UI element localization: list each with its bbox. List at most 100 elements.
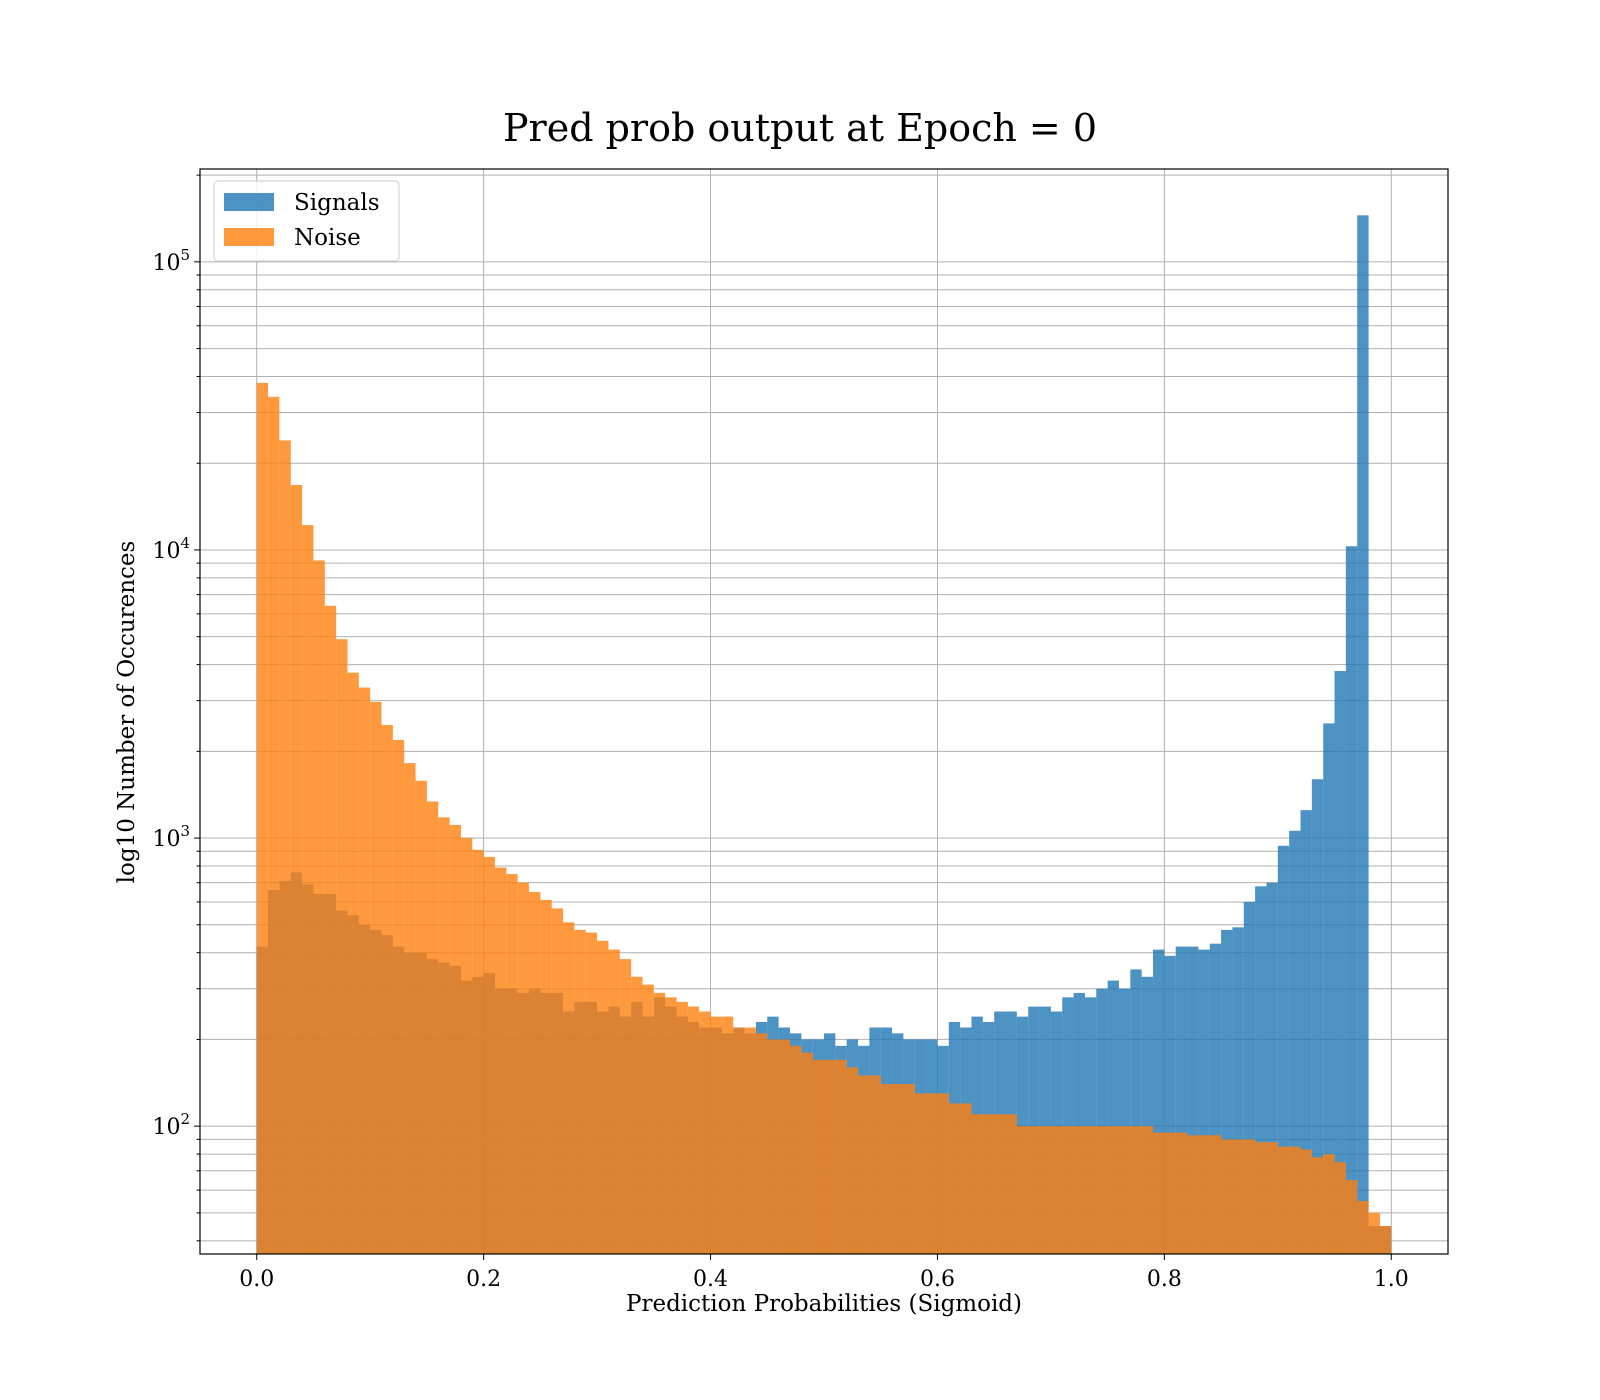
bar-noise <box>1073 1126 1085 1254</box>
bar-noise <box>506 874 518 1254</box>
bar-signals <box>1153 949 1165 1254</box>
y-tick-label: 103 <box>152 822 190 852</box>
bar-signals <box>1141 976 1154 1254</box>
bar-noise <box>960 1103 972 1254</box>
bar-noise <box>563 922 575 1254</box>
bar-noise <box>438 817 450 1254</box>
bar-noise <box>744 1027 756 1254</box>
bar-noise <box>767 1039 779 1254</box>
bar-noise <box>483 856 495 1254</box>
bars-layer <box>256 215 1392 1255</box>
bar-noise <box>903 1084 915 1254</box>
bar-noise <box>926 1093 938 1254</box>
bar-signals <box>1334 671 1346 1254</box>
bar-noise <box>1005 1114 1017 1254</box>
bar-noise <box>574 929 586 1254</box>
bar-noise <box>619 959 632 1254</box>
bar-noise <box>1289 1146 1301 1254</box>
bar-noise <box>1221 1139 1233 1254</box>
bar-noise <box>1209 1135 1222 1254</box>
bar-signals <box>1300 810 1312 1254</box>
bar-noise <box>324 605 337 1254</box>
legend-swatch-signals <box>224 193 274 211</box>
bar-signals <box>1255 886 1267 1254</box>
bar-signals <box>1096 988 1108 1254</box>
bar-noise <box>1084 1126 1097 1254</box>
bar-noise <box>801 1052 813 1254</box>
bar-signals <box>1187 946 1199 1254</box>
bar-noise <box>1243 1139 1256 1254</box>
bar-signals <box>1289 830 1301 1254</box>
bar-noise <box>880 1084 893 1254</box>
bar-noise <box>733 1027 745 1254</box>
y-tick-exponent: 4 <box>180 534 190 552</box>
chart-title: Pred prob output at Epoch = 0 <box>503 106 1097 150</box>
bar-noise <box>313 560 325 1254</box>
bar-noise <box>914 1093 927 1254</box>
x-tick-label: 1.0 <box>1374 1267 1409 1292</box>
bar-signals <box>1175 946 1188 1254</box>
bar-noise <box>631 976 643 1254</box>
legend-label-signals: Signals <box>294 190 380 216</box>
bar-noise <box>1345 1180 1358 1254</box>
bar-noise <box>846 1067 859 1254</box>
bar-noise <box>676 1001 688 1254</box>
bar-noise <box>1277 1146 1290 1254</box>
x-tick-label: 0.2 <box>466 1267 501 1292</box>
bar-signals <box>1232 927 1244 1254</box>
bar-noise <box>642 984 654 1254</box>
bar-noise <box>1130 1126 1142 1254</box>
bar-noise <box>1311 1157 1324 1254</box>
bar-noise <box>1118 1126 1131 1254</box>
bar-signals <box>1164 955 1176 1254</box>
bar-noise <box>937 1093 949 1254</box>
y-tick-label: 102 <box>152 1110 190 1140</box>
plot-frame <box>199 168 1449 1255</box>
y-tick-exponent: 2 <box>180 1110 190 1128</box>
legend-label-noise: Noise <box>294 225 361 251</box>
bar-noise <box>1266 1142 1278 1254</box>
bar-noise <box>1187 1135 1199 1254</box>
bar-noise <box>551 908 564 1254</box>
legend: Signals Noise <box>213 180 400 262</box>
y-tick-label: 105 <box>152 246 190 276</box>
bar-noise <box>1175 1132 1188 1254</box>
bar-signals <box>1266 882 1278 1254</box>
bar-noise <box>404 763 416 1254</box>
legend-swatch-noise <box>224 228 274 246</box>
y-tick-exponent: 5 <box>180 246 190 264</box>
bar-noise <box>755 1033 768 1254</box>
bar-noise <box>1334 1162 1346 1254</box>
bar-noise <box>1107 1126 1119 1254</box>
bar-noise <box>812 1059 824 1254</box>
series-noise-bars <box>256 382 1392 1255</box>
bar-noise <box>268 396 280 1254</box>
bar-noise <box>835 1059 847 1254</box>
bar-noise <box>1096 1126 1108 1254</box>
y-tick-base: 10 <box>152 251 180 276</box>
bar-signals <box>1243 901 1256 1254</box>
bar-noise <box>279 440 291 1255</box>
bar-noise <box>494 867 507 1254</box>
bar-noise <box>426 801 439 1254</box>
bar-noise <box>1062 1126 1074 1254</box>
bar-noise <box>1141 1126 1154 1254</box>
bar-noise <box>699 1011 711 1254</box>
bar-noise <box>971 1114 983 1254</box>
y-tick-base: 10 <box>152 827 180 852</box>
bar-noise <box>789 1045 802 1254</box>
bar-noise <box>1153 1132 1165 1254</box>
y-tick-base: 10 <box>152 539 180 564</box>
bar-noise <box>1368 1212 1380 1254</box>
bar-noise <box>1379 1226 1392 1254</box>
bar-noise <box>982 1114 995 1254</box>
bar-noise <box>721 1016 734 1254</box>
y-axis-label: log10 Number of Occurences <box>114 541 140 884</box>
bar-noise <box>347 672 359 1254</box>
bar-signals <box>1209 943 1222 1254</box>
bar-noise <box>392 739 405 1254</box>
bar-noise <box>1016 1126 1029 1254</box>
x-axis-label: Prediction Probabilities (Sigmoid) <box>626 1291 1022 1317</box>
bar-noise <box>517 882 530 1254</box>
bar-signals <box>1062 997 1074 1254</box>
